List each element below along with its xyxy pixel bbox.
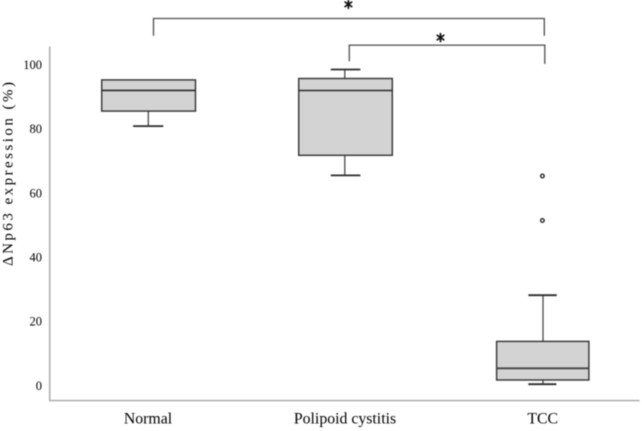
svg-text:100: 100	[23, 58, 42, 72]
svg-text:Polipoid cystitis: Polipoid cystitis	[294, 411, 396, 428]
svg-text:Normal: Normal	[124, 411, 173, 428]
svg-text:TCC: TCC	[527, 411, 558, 428]
svg-text:60: 60	[30, 186, 43, 200]
svg-text:0: 0	[36, 379, 42, 393]
svg-text:40: 40	[30, 251, 43, 265]
svg-text:80: 80	[30, 122, 43, 136]
svg-text:ΔNp63 expression (%): ΔNp63 expression (%)	[1, 82, 17, 266]
svg-text:20: 20	[30, 315, 43, 329]
